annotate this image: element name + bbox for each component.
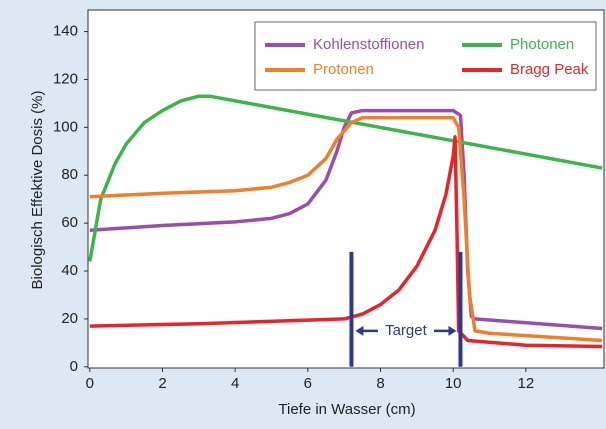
y-tick-label: 140 xyxy=(53,23,78,40)
x-tick-label: 10 xyxy=(445,375,462,392)
x-tick-label: 2 xyxy=(158,375,166,392)
legend-label: Protonen xyxy=(313,61,374,78)
x-tick-label: 0 xyxy=(86,375,94,392)
y-tick-label: 60 xyxy=(61,214,78,231)
legend-label: Bragg Peak xyxy=(510,61,589,78)
legend-label: Photonen xyxy=(510,36,574,53)
target-arrowhead xyxy=(448,325,457,336)
y-tick-label: 80 xyxy=(61,166,78,183)
target-arrowhead xyxy=(355,325,364,336)
series-line xyxy=(89,116,603,343)
y-tick-label: 20 xyxy=(61,310,78,327)
y-tick-label: 40 xyxy=(61,262,78,279)
x-tick-label: 6 xyxy=(304,375,312,392)
x-axis-label: Tiefe in Wasser (cm) xyxy=(278,401,415,418)
y-tick-label: 100 xyxy=(53,118,78,135)
legend-box xyxy=(254,21,597,91)
y-tick-label: 120 xyxy=(53,70,78,87)
target-label: Target xyxy=(385,322,428,339)
y-axis-label: Biologisch Effektive Dosis (%) xyxy=(29,91,46,290)
x-tick-label: 4 xyxy=(231,375,239,392)
legend-label: Kohlenstoffionen xyxy=(313,36,424,53)
x-tick-label: 8 xyxy=(376,375,384,392)
y-tick-label: 0 xyxy=(70,358,78,375)
x-tick-label: 12 xyxy=(518,375,535,392)
series-line xyxy=(88,94,603,262)
